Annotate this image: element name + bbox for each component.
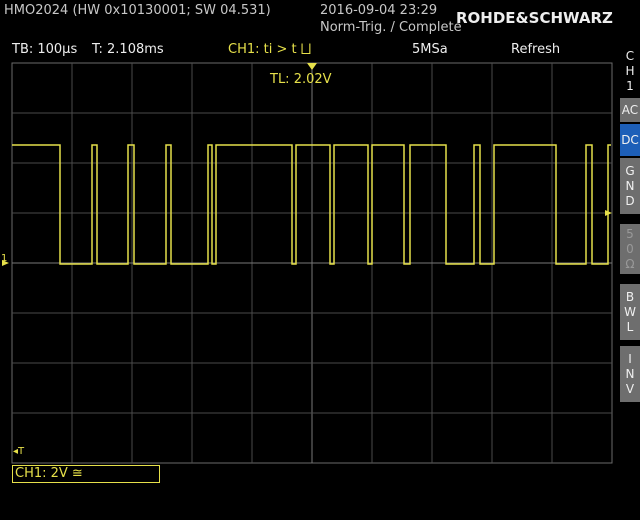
coupling-gnd[interactable]: GND (620, 158, 640, 214)
brand-logo: ROHDE&SCHWARZ (456, 9, 613, 27)
channel-number: 1 (1, 253, 8, 264)
device-info: HMO2024 (HW 0x10130001; SW 04.531) (4, 3, 271, 18)
acquisition-mode: Refresh (511, 42, 561, 57)
trigger-position-marker (307, 63, 317, 70)
trigger-label: ◂T (13, 446, 25, 457)
channel-settings[interactable]: CH1: 2V ≅ (12, 465, 160, 483)
timebase: TB: 100µs (12, 42, 78, 57)
invert[interactable]: INV (620, 346, 640, 402)
bandwidth-limit[interactable]: BWL (620, 284, 640, 340)
trigger-level-marker (605, 210, 612, 216)
grid (12, 63, 612, 463)
date-time: 2016-09-04 23:29 (320, 3, 438, 18)
waveform (12, 144, 611, 265)
channel-marker (2, 260, 9, 266)
coupling-dc[interactable]: DC (620, 124, 640, 156)
trigger-state: Norm-Trig. / Complete (320, 20, 462, 35)
impedance-50[interactable]: 50Ω (620, 224, 640, 274)
channel-menu-title: CH1 (620, 46, 640, 96)
trigger-setting[interactable]: CH1: ti > t ⨆ (228, 42, 312, 57)
coupling-ac[interactable]: AC (620, 98, 640, 122)
trigger-time: T: 2.108ms (92, 42, 164, 57)
sample-rate: 5MSa (412, 42, 448, 57)
trigger-level: TL: 2.02V (270, 72, 332, 87)
